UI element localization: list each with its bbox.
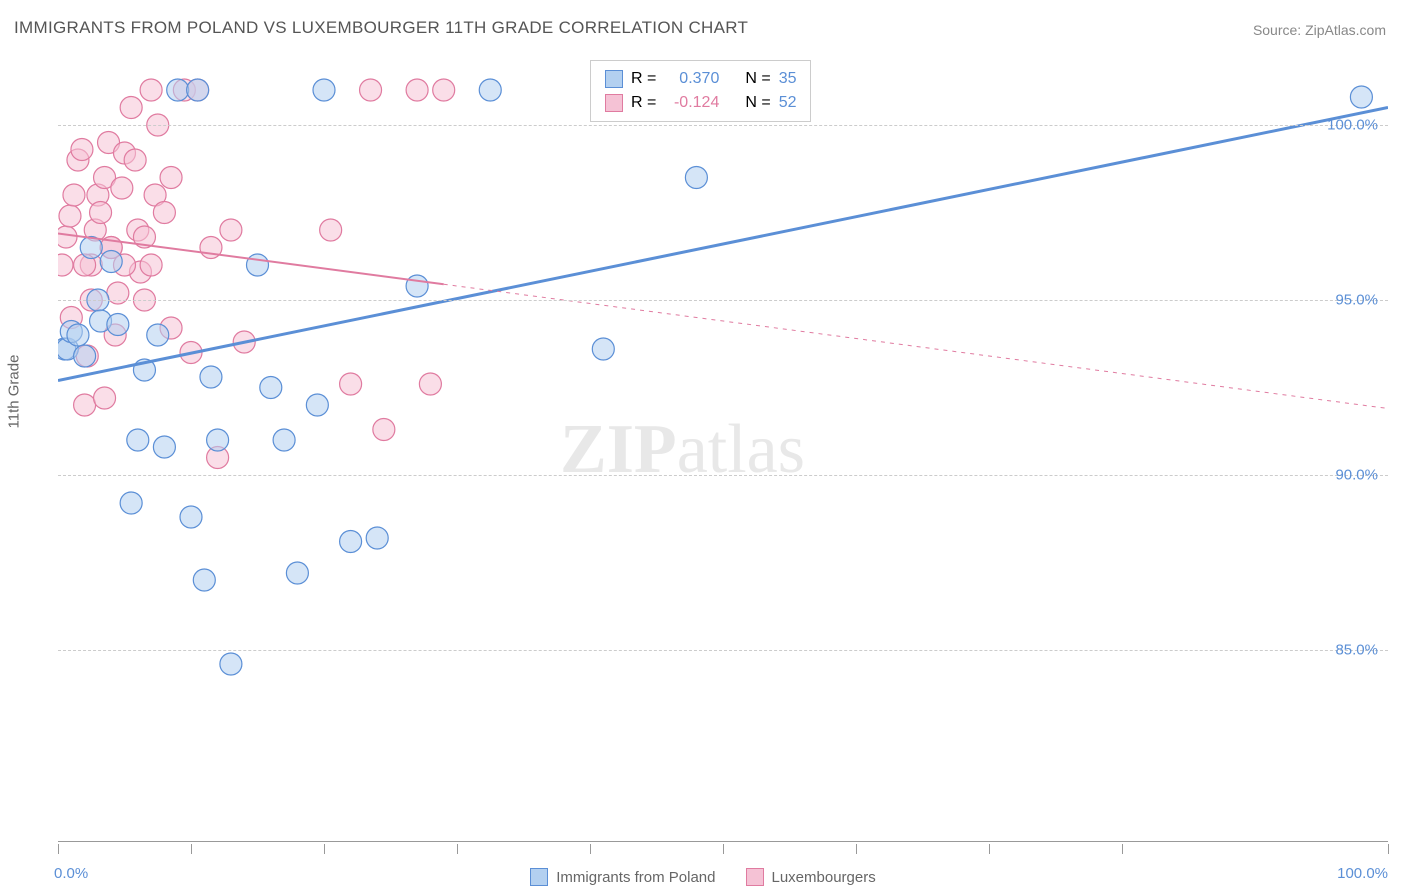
scatter-point [340,373,362,395]
y-tick-label: 100.0% [1327,117,1378,134]
scatter-point [107,314,129,336]
scatter-point [140,79,162,101]
scatter-point [63,184,85,206]
trend-line [58,108,1388,381]
scatter-point [200,366,222,388]
trend-line-extension [444,284,1388,408]
r-label: R = [631,67,656,91]
x-tick [856,844,857,854]
scatter-point [71,139,93,161]
n-label: N = [745,91,770,115]
scatter-point [193,569,215,591]
r-value-poland: 0.370 [664,67,719,91]
chart-title: IMMIGRANTS FROM POLAND VS LUXEMBOURGER 1… [14,18,748,38]
scatter-point [187,79,209,101]
scatter-point [306,394,328,416]
bottom-legend: Immigrants from Poland Luxembourgers [0,868,1406,886]
scatter-point [273,429,295,451]
scatter-point [406,275,428,297]
scatter-point [127,429,149,451]
n-label: N = [745,67,770,91]
scatter-point [90,202,112,224]
plot-svg [58,55,1388,825]
scatter-point [120,492,142,514]
legend-label-poland: Immigrants from Poland [556,869,715,886]
y-tick-label: 95.0% [1335,292,1378,309]
scatter-point [94,387,116,409]
scatter-point [1350,86,1372,108]
gridline [58,475,1388,476]
scatter-point [153,202,175,224]
x-tick [324,844,325,854]
scatter-point [74,394,96,416]
scatter-point [140,254,162,276]
scatter-point [340,531,362,553]
x-tick [191,844,192,854]
scatter-point [147,324,169,346]
scatter-point [220,219,242,241]
scatter-point [360,79,382,101]
gridline [58,125,1388,126]
scatter-point [373,419,395,441]
scatter-point [433,79,455,101]
scatter-point [100,251,122,273]
x-axis-ticks [58,842,1388,854]
stats-row-lux: R = -0.124 N = 52 [605,91,796,115]
stats-row-poland: R = 0.370 N = 35 [605,67,796,91]
scatter-point [479,79,501,101]
n-value-lux: 52 [779,91,797,115]
scatter-point [153,436,175,458]
gridline [58,650,1388,651]
r-value-lux: -0.124 [664,91,719,115]
scatter-point [220,653,242,675]
scatter-point [67,324,89,346]
y-tick-label: 90.0% [1335,467,1378,484]
scatter-point [366,527,388,549]
y-axis-label: 11th Grade [6,355,23,429]
scatter-point [313,79,335,101]
legend-item-lux: Luxembourgers [746,868,876,886]
scatter-point [167,79,189,101]
scatter-point [120,97,142,119]
scatter-point [59,205,81,227]
scatter-point [111,177,133,199]
scatter-point [180,506,202,528]
x-tick [1388,844,1389,854]
scatter-point [207,429,229,451]
x-tick [989,844,990,854]
scatter-point [286,562,308,584]
swatch-poland [605,70,623,88]
scatter-point [260,377,282,399]
scatter-point [247,254,269,276]
x-tick [1122,844,1123,854]
scatter-point [592,338,614,360]
scatter-point [58,226,77,248]
x-tick [590,844,591,854]
x-tick [723,844,724,854]
legend-label-lux: Luxembourgers [772,869,876,886]
scatter-point [58,254,73,276]
y-tick-label: 85.0% [1335,642,1378,659]
source-credit: Source: ZipAtlas.com [1253,22,1386,38]
scatter-point [160,167,182,189]
x-tick [457,844,458,854]
scatter-point [74,345,96,367]
legend-swatch-poland [530,868,548,886]
swatch-lux [605,94,623,112]
scatter-point [320,219,342,241]
scatter-point [124,149,146,171]
scatter-point [419,373,441,395]
legend-swatch-lux [746,868,764,886]
legend-item-poland: Immigrants from Poland [530,868,715,886]
x-tick [58,844,59,854]
stats-legend-box: R = 0.370 N = 35 R = -0.124 N = 52 [590,60,811,122]
n-value-poland: 35 [779,67,797,91]
scatter-point [685,167,707,189]
chart-plot-area: 85.0% 90.0% 95.0% 100.0% [58,55,1388,825]
scatter-point [406,79,428,101]
r-label: R = [631,91,656,115]
gridline [58,300,1388,301]
